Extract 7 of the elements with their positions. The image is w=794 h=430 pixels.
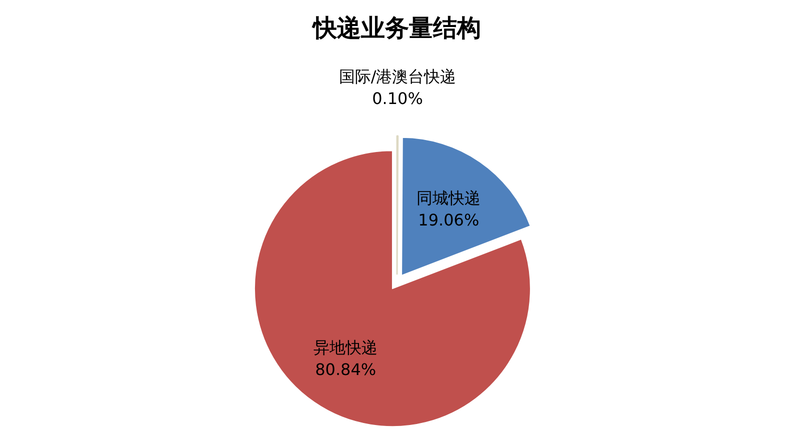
slice-label: 异地快递 bbox=[314, 338, 378, 357]
data-label: 80.84% bbox=[315, 360, 376, 379]
data-label: 0.10% bbox=[372, 89, 423, 108]
data-label: 19.06% bbox=[418, 210, 480, 230]
chart-title: 快递业务量结构 bbox=[311, 14, 481, 42]
slice-label: 同城快递 bbox=[416, 188, 481, 208]
slice-label: 国际/港澳台快递 bbox=[338, 67, 456, 86]
